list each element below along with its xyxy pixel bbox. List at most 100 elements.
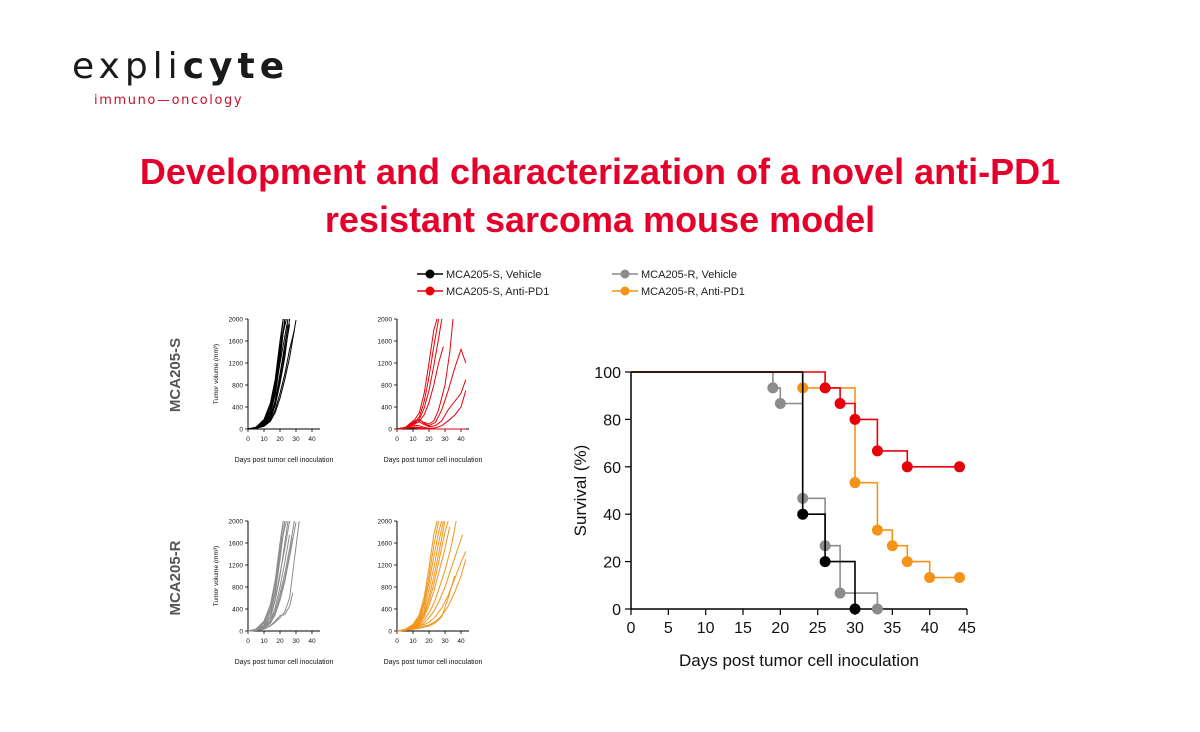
y-axis-label: Survival (%) bbox=[571, 445, 590, 537]
y-tick-label: 400 bbox=[232, 404, 243, 411]
survival-marker bbox=[774, 398, 786, 410]
x-tick-label: 40 bbox=[457, 638, 465, 645]
growth-curve bbox=[396, 318, 454, 430]
survival-series bbox=[631, 371, 883, 615]
survival-marker bbox=[834, 587, 846, 599]
x-tick-label: 10 bbox=[697, 620, 715, 637]
x-tick-label: 45 bbox=[958, 620, 976, 637]
y-tick-label: 2000 bbox=[229, 316, 244, 323]
survival-marker bbox=[767, 382, 779, 394]
x-tick-label: 10 bbox=[260, 436, 268, 443]
survival-curve bbox=[631, 371, 856, 609]
x-tick-label: 40 bbox=[308, 436, 316, 443]
x-tick-label: 20 bbox=[276, 638, 284, 645]
y-tick-label: 60 bbox=[603, 460, 621, 477]
y-tick-label: 1200 bbox=[229, 562, 244, 569]
growth-curve bbox=[247, 537, 294, 632]
y-tick-label: 2000 bbox=[229, 518, 244, 525]
survival-marker bbox=[834, 398, 846, 410]
y-tick-label: 1200 bbox=[378, 562, 393, 569]
growth-curve bbox=[396, 427, 466, 430]
y-tick-label: 0 bbox=[239, 628, 243, 635]
logo-tagline: immuno—oncology bbox=[94, 93, 244, 108]
y-tick-label: 2000 bbox=[378, 316, 393, 323]
survival-marker bbox=[954, 571, 966, 583]
survival-chart: 0 5 10 15 20 25 30 35 40 45 0 20 40 60 80 100 Days post … bbox=[571, 365, 976, 670]
growth-curve bbox=[396, 551, 467, 632]
legend-entry: MCA205-S, Vehicle bbox=[417, 269, 541, 281]
legend-marker bbox=[425, 286, 435, 296]
logo-wordmark-part1: expli bbox=[72, 46, 183, 87]
survival-curve bbox=[631, 371, 960, 468]
survival-marker bbox=[871, 603, 883, 615]
y-tick-label: 400 bbox=[232, 606, 243, 613]
y-tick-label: 1600 bbox=[229, 540, 244, 547]
growth-curve bbox=[396, 390, 467, 430]
survival-marker bbox=[901, 556, 913, 568]
growth-curve bbox=[247, 520, 300, 632]
logo-wordmark: explicyte bbox=[72, 46, 289, 87]
x-tick-label: 35 bbox=[883, 620, 901, 637]
y-tick-label: 0 bbox=[239, 426, 243, 433]
explicyte-logo: explicyte immuno—oncology bbox=[72, 46, 312, 116]
x-tick-label: 30 bbox=[292, 638, 300, 645]
y-tick-label: 800 bbox=[381, 584, 392, 591]
survival-marker bbox=[819, 382, 831, 394]
survival-series bbox=[631, 371, 861, 615]
survival-series bbox=[631, 371, 966, 583]
y-tick-label: 0 bbox=[612, 602, 621, 619]
growth-curve bbox=[396, 318, 438, 430]
x-tick-label: 10 bbox=[260, 638, 268, 645]
survival-curve bbox=[631, 371, 960, 579]
x-tick-label: 20 bbox=[425, 436, 433, 443]
growth-curve bbox=[247, 318, 284, 430]
survival-marker bbox=[954, 461, 966, 473]
row-label: MCA205-R bbox=[167, 540, 184, 615]
legend-marker bbox=[620, 269, 630, 279]
row-label: MCA205-S bbox=[167, 338, 184, 412]
legend-entry: MCA205-R, Anti-PD1 bbox=[612, 286, 745, 298]
survival-marker bbox=[849, 413, 861, 425]
x-tick-label: 15 bbox=[734, 620, 752, 637]
x-tick-label: 0 bbox=[395, 436, 399, 443]
survival-marker bbox=[871, 445, 883, 457]
y-tick-label: 1600 bbox=[229, 338, 244, 345]
x-tick-label: 25 bbox=[809, 620, 827, 637]
x-tick-label: 10 bbox=[409, 436, 417, 443]
growth-curve bbox=[396, 379, 467, 430]
legend-entry: MCA205-R, Vehicle bbox=[612, 269, 737, 281]
legend-label: MCA205-S, Anti-PD1 bbox=[446, 286, 549, 298]
survival-marker bbox=[924, 571, 936, 583]
page-title: Development and characterization of a no… bbox=[0, 148, 1200, 244]
logo-wordmark-part2: cyte bbox=[182, 46, 290, 87]
x-tick-label: 30 bbox=[441, 436, 449, 443]
legend-marker bbox=[620, 286, 630, 296]
y-tick-label: 400 bbox=[381, 404, 392, 411]
legend-entry: MCA205-S, Anti-PD1 bbox=[417, 286, 549, 298]
y-tick-label: 400 bbox=[381, 606, 392, 613]
y-tick-label: 1200 bbox=[229, 360, 244, 367]
legend-label: MCA205-R, Vehicle bbox=[641, 269, 737, 281]
x-tick-label: 30 bbox=[441, 638, 449, 645]
x-tick-label: 40 bbox=[308, 638, 316, 645]
y-tick-label: 800 bbox=[381, 382, 392, 389]
x-tick-label: 5 bbox=[664, 620, 673, 637]
y-tick-label: 800 bbox=[232, 584, 243, 591]
x-tick-label: 0 bbox=[395, 638, 399, 645]
growth-curve bbox=[247, 320, 297, 430]
x-tick-label: 20 bbox=[425, 638, 433, 645]
growth-curve bbox=[396, 347, 467, 430]
growth-curve bbox=[396, 559, 467, 632]
legend-label: MCA205-R, Anti-PD1 bbox=[641, 286, 745, 298]
x-axis-label: Days post tumor cell inoculation bbox=[235, 659, 334, 666]
legend-label: MCA205-S, Vehicle bbox=[446, 269, 541, 281]
x-tick-label: 20 bbox=[276, 436, 284, 443]
y-tick-label: 800 bbox=[232, 382, 243, 389]
y-tick-label: 100 bbox=[594, 365, 621, 382]
x-tick-label: 40 bbox=[457, 436, 465, 443]
x-tick-label: 0 bbox=[627, 620, 636, 637]
